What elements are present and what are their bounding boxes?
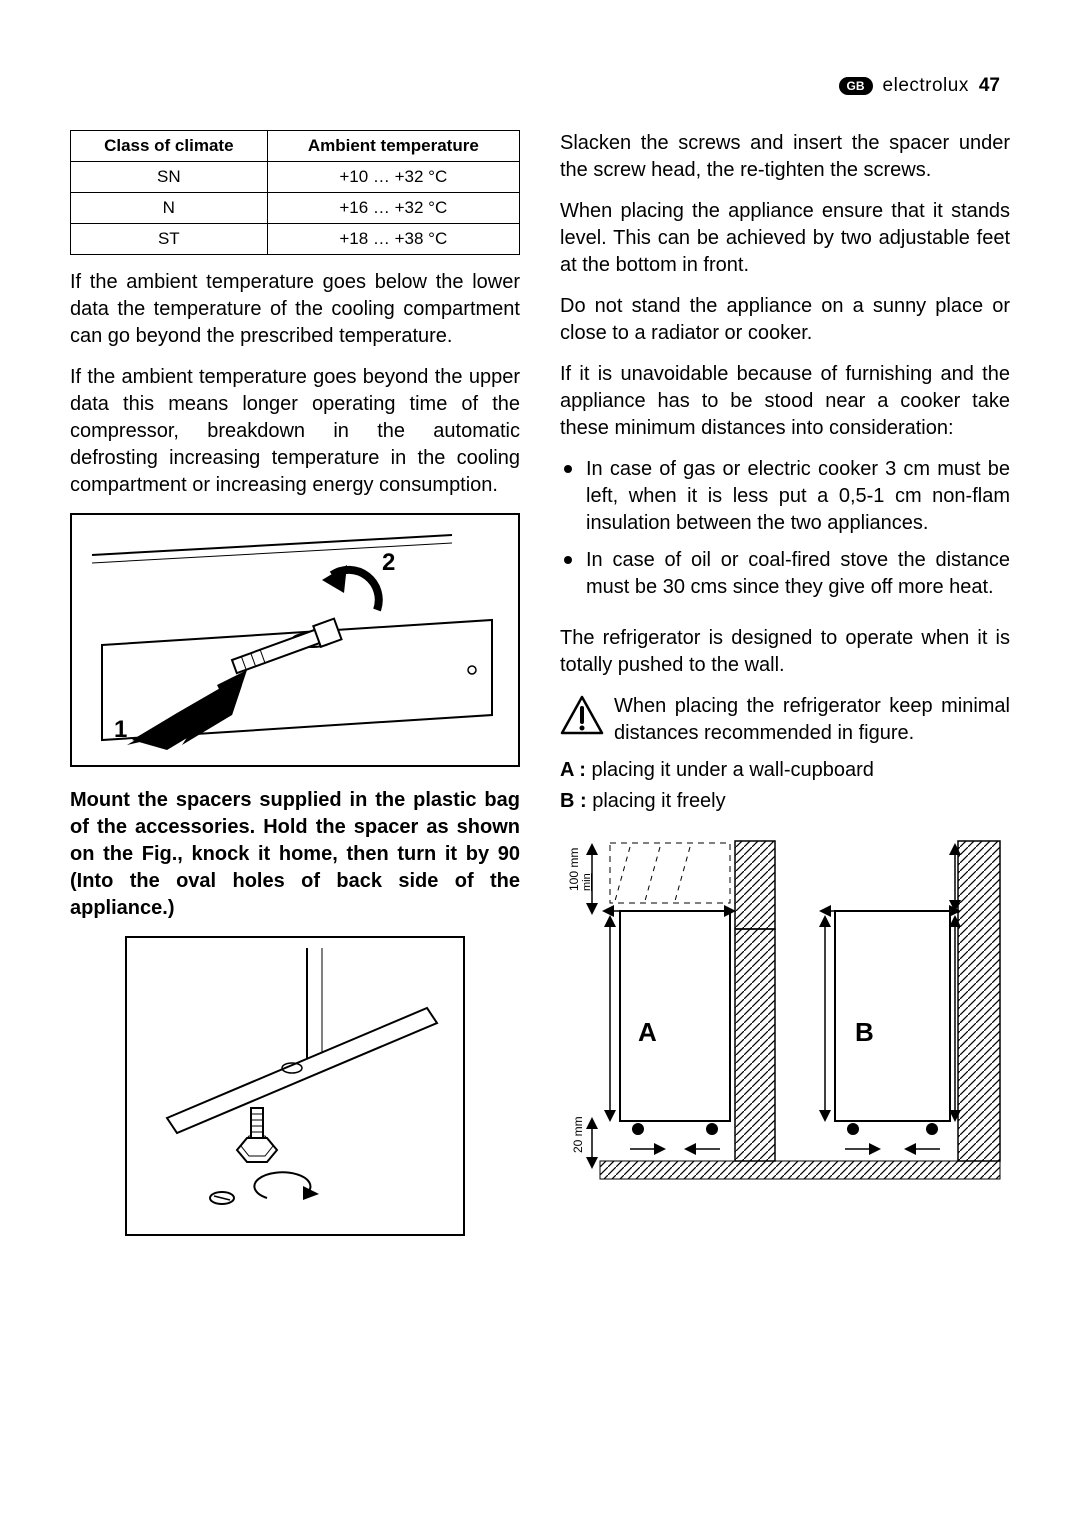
table-cell: +18 … +38 °C: [267, 224, 519, 255]
paragraph: If the ambient temperature goes below th…: [70, 269, 520, 350]
paragraph: When placing the appliance ensure that i…: [560, 198, 1010, 279]
page-number: 47: [979, 75, 1000, 97]
figure3-label-a: A: [638, 1017, 657, 1047]
warning-text: When placing the refrigerator keep minim…: [614, 693, 1010, 747]
table-cell: +16 … +32 °C: [267, 193, 519, 224]
page-header: GB electrolux 47: [839, 75, 1000, 97]
paragraph: The refrigerator is designed to operate …: [560, 625, 1010, 679]
region-badge: GB: [839, 77, 873, 95]
figure-label-2: 2: [382, 549, 395, 576]
table-cell: SN: [71, 162, 268, 193]
figure-label-1: 1: [114, 716, 127, 743]
option-a-text: placing it under a wall-cupboard: [586, 759, 874, 781]
figure3-label-b: B: [855, 1017, 874, 1047]
spacer-mount-figure: 2 1: [70, 513, 520, 767]
option-a-label: A :: [560, 759, 586, 781]
screw-spacer-figure: [125, 936, 465, 1236]
table-cell: +10 … +32 °C: [267, 162, 519, 193]
table-cell: ST: [71, 224, 268, 255]
table-header-row: Class of climate Ambient temperature: [71, 131, 520, 162]
table-header: Class of climate: [71, 131, 268, 162]
option-b-line: B : placing it freely: [560, 788, 1010, 815]
table-row: N +16 … +32 °C: [71, 193, 520, 224]
content-columns: Class of climate Ambient temperature SN …: [70, 130, 1010, 1246]
paragraph: Do not stand the appliance on a sunny pl…: [560, 293, 1010, 347]
bullet-list: In case of gas or electric cooker 3 cm m…: [560, 456, 1010, 611]
paragraph: If the ambient temperature goes beyond t…: [70, 364, 520, 499]
paragraph-bold: Mount the spacers supplied in the plasti…: [70, 787, 520, 922]
left-column: Class of climate Ambient temperature SN …: [70, 130, 520, 1246]
option-b-label: B :: [560, 790, 587, 812]
clearance-bottom-label: 20 mm: [571, 1116, 585, 1153]
paragraph: Slacken the screws and insert the spacer…: [560, 130, 1010, 184]
paragraph: If it is unavoidable because of furnishi…: [560, 361, 1010, 442]
svg-text:min: min: [581, 873, 593, 891]
table-cell: N: [71, 193, 268, 224]
clearance-top-label: 100 mm: [567, 848, 581, 891]
table-row: ST +18 … +38 °C: [71, 224, 520, 255]
climate-table: Class of climate Ambient temperature SN …: [70, 130, 520, 255]
right-column: Slacken the screws and insert the spacer…: [560, 130, 1010, 1246]
warning-block: When placing the refrigerator keep minim…: [560, 693, 1010, 747]
table-row: SN +10 … +32 °C: [71, 162, 520, 193]
brand-label: electrolux: [883, 75, 969, 97]
list-item: In case of oil or coal-fired stove the d…: [560, 547, 1010, 601]
option-b-text: placing it freely: [587, 790, 726, 812]
option-a-line: A : placing it under a wall-cupboard: [560, 757, 1010, 784]
table-header: Ambient temperature: [267, 131, 519, 162]
warning-icon: [560, 695, 604, 740]
placement-figure: 100 mm min 20 mm: [560, 831, 1010, 1181]
list-item: In case of gas or electric cooker 3 cm m…: [560, 456, 1010, 537]
